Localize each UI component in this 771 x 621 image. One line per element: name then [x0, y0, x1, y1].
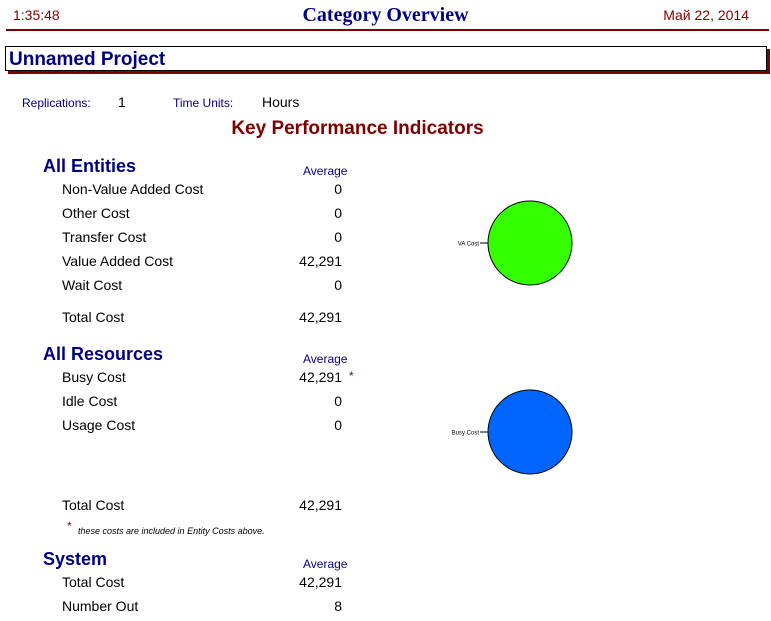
entities-section-title: All Entities: [43, 156, 137, 176]
entity-row-label: Transfer Cost: [62, 229, 147, 245]
resources-section-title: All Resources: [43, 344, 164, 364]
replications-value: 1: [118, 94, 126, 110]
project-box: Unnamed Project: [5, 46, 767, 71]
entities-pie-chart: VA Cost: [458, 200, 573, 286]
entity-row-label: Wait Cost: [62, 277, 123, 293]
entity-total-value: 42,291: [299, 309, 342, 325]
entity-row-label: Non-Value Added Cost: [62, 181, 204, 197]
resource-row-value: 0: [334, 393, 342, 409]
entity-row-value: 42,291: [299, 253, 342, 269]
resources-pie-chart: Busy Cost: [452, 389, 573, 475]
time-units-value: Hours: [262, 94, 300, 110]
entities-pie-label: VA Cost: [458, 242, 480, 248]
system-section-title: System: [43, 549, 108, 569]
resources-average-label: Average: [303, 352, 348, 366]
resource-row-label: Usage Cost: [62, 417, 136, 433]
resources-note: these costs are included in Entity Costs…: [78, 526, 265, 536]
entity-total-label: Total Cost: [62, 309, 125, 325]
entities-pie-slice: [487, 200, 573, 286]
entity-row-value: 0: [334, 229, 342, 245]
resource-row-value: 0: [334, 417, 342, 433]
kpi-title: Key Performance Indicators: [231, 118, 484, 139]
resource-total-value: 42,291: [299, 497, 342, 513]
time-units-label: Time Units:: [173, 96, 234, 110]
resource-row-label: Busy Cost: [62, 369, 126, 385]
report-date: Май 22, 2014: [663, 7, 749, 23]
replications-label: Replications:: [22, 96, 91, 110]
system-row-value: 42,291: [299, 574, 342, 590]
busy-cost-asterisk: *: [349, 369, 354, 383]
entities-average-label: Average: [303, 164, 348, 178]
system-row-value: 8: [334, 598, 342, 614]
resource-row-value: 42,291: [299, 369, 342, 385]
entity-row-value: 0: [334, 205, 342, 221]
system-average-label: Average: [303, 557, 348, 571]
report-time: 1:35:48: [13, 7, 60, 23]
resource-row-label: Idle Cost: [62, 393, 118, 409]
system-row-label: Number Out: [62, 598, 139, 614]
project-name: Unnamed Project: [9, 49, 166, 70]
entity-row-label: Value Added Cost: [62, 253, 174, 269]
note-asterisk: *: [67, 519, 72, 533]
entity-row-value: 0: [334, 181, 342, 197]
resources-pie-slice: [487, 389, 573, 475]
resource-total-label: Total Cost: [62, 497, 125, 513]
header-divider: [6, 29, 769, 31]
resources-pie-label: Busy Cost: [452, 431, 480, 437]
system-row-label: Total Cost: [62, 574, 125, 590]
report-title: Category Overview: [302, 4, 469, 26]
entity-row-label: Other Cost: [62, 205, 130, 221]
entity-row-value: 0: [334, 277, 342, 293]
